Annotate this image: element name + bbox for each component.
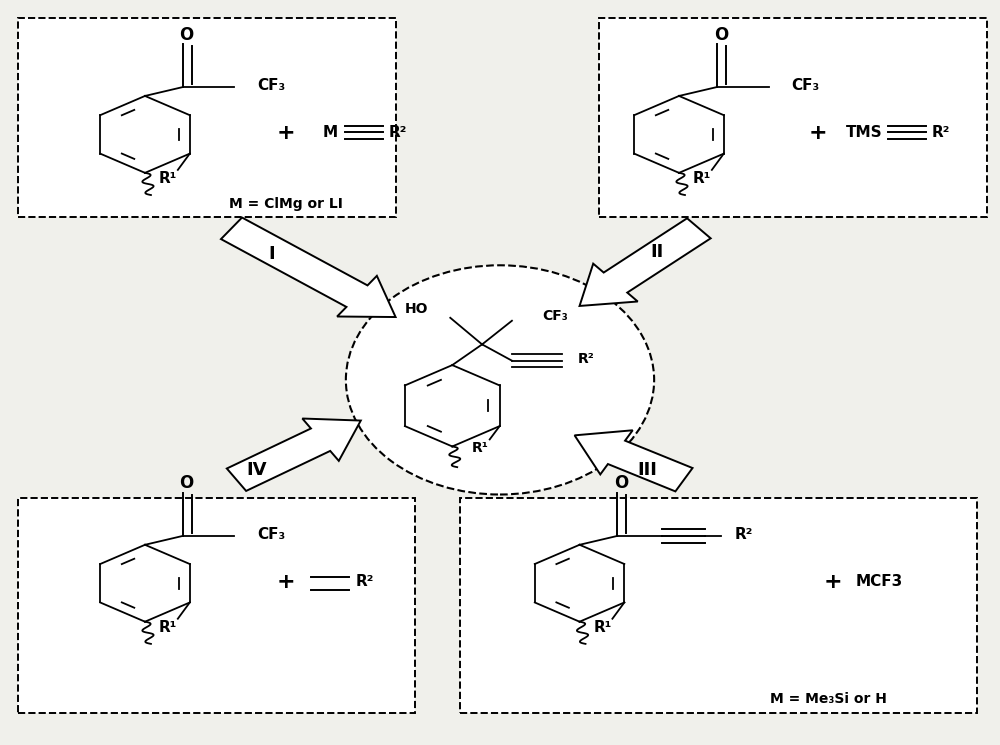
Text: R¹: R¹ bbox=[471, 441, 488, 455]
Text: CF₃: CF₃ bbox=[257, 527, 286, 542]
FancyBboxPatch shape bbox=[18, 498, 415, 713]
Polygon shape bbox=[227, 419, 361, 491]
Text: R¹: R¹ bbox=[159, 620, 177, 635]
FancyBboxPatch shape bbox=[599, 18, 987, 218]
Text: CF₃: CF₃ bbox=[257, 78, 286, 93]
Text: R¹: R¹ bbox=[693, 171, 711, 186]
Text: M = Me₃Si or H: M = Me₃Si or H bbox=[770, 692, 887, 706]
Text: CF₃: CF₃ bbox=[791, 78, 820, 93]
Text: R¹: R¹ bbox=[159, 171, 177, 186]
Text: O: O bbox=[714, 25, 728, 43]
Text: R²: R² bbox=[735, 527, 753, 542]
Text: II: II bbox=[650, 243, 664, 261]
FancyBboxPatch shape bbox=[18, 18, 396, 218]
Text: R¹: R¹ bbox=[593, 620, 612, 635]
Text: M: M bbox=[323, 124, 338, 139]
Text: MCF3: MCF3 bbox=[856, 574, 903, 589]
Text: TMS: TMS bbox=[846, 124, 883, 139]
Text: HO: HO bbox=[405, 302, 428, 316]
Text: M = ClMg or LI: M = ClMg or LI bbox=[229, 197, 343, 211]
Text: I: I bbox=[268, 245, 275, 263]
Text: O: O bbox=[180, 475, 194, 492]
Text: +: + bbox=[277, 571, 296, 592]
Text: IV: IV bbox=[246, 461, 267, 479]
Text: R²: R² bbox=[356, 574, 374, 589]
Text: +: + bbox=[824, 571, 842, 592]
Polygon shape bbox=[580, 218, 711, 306]
Text: III: III bbox=[637, 461, 657, 479]
Text: CF₃: CF₃ bbox=[542, 309, 568, 323]
Text: +: + bbox=[277, 123, 296, 143]
Text: O: O bbox=[180, 25, 194, 43]
Text: +: + bbox=[809, 123, 828, 143]
Text: R²: R² bbox=[932, 124, 950, 139]
Polygon shape bbox=[575, 431, 693, 492]
Polygon shape bbox=[221, 218, 396, 317]
Text: R²: R² bbox=[578, 352, 594, 367]
Text: O: O bbox=[614, 475, 628, 492]
Circle shape bbox=[346, 265, 654, 495]
FancyBboxPatch shape bbox=[460, 498, 977, 713]
Text: R²: R² bbox=[389, 124, 407, 139]
